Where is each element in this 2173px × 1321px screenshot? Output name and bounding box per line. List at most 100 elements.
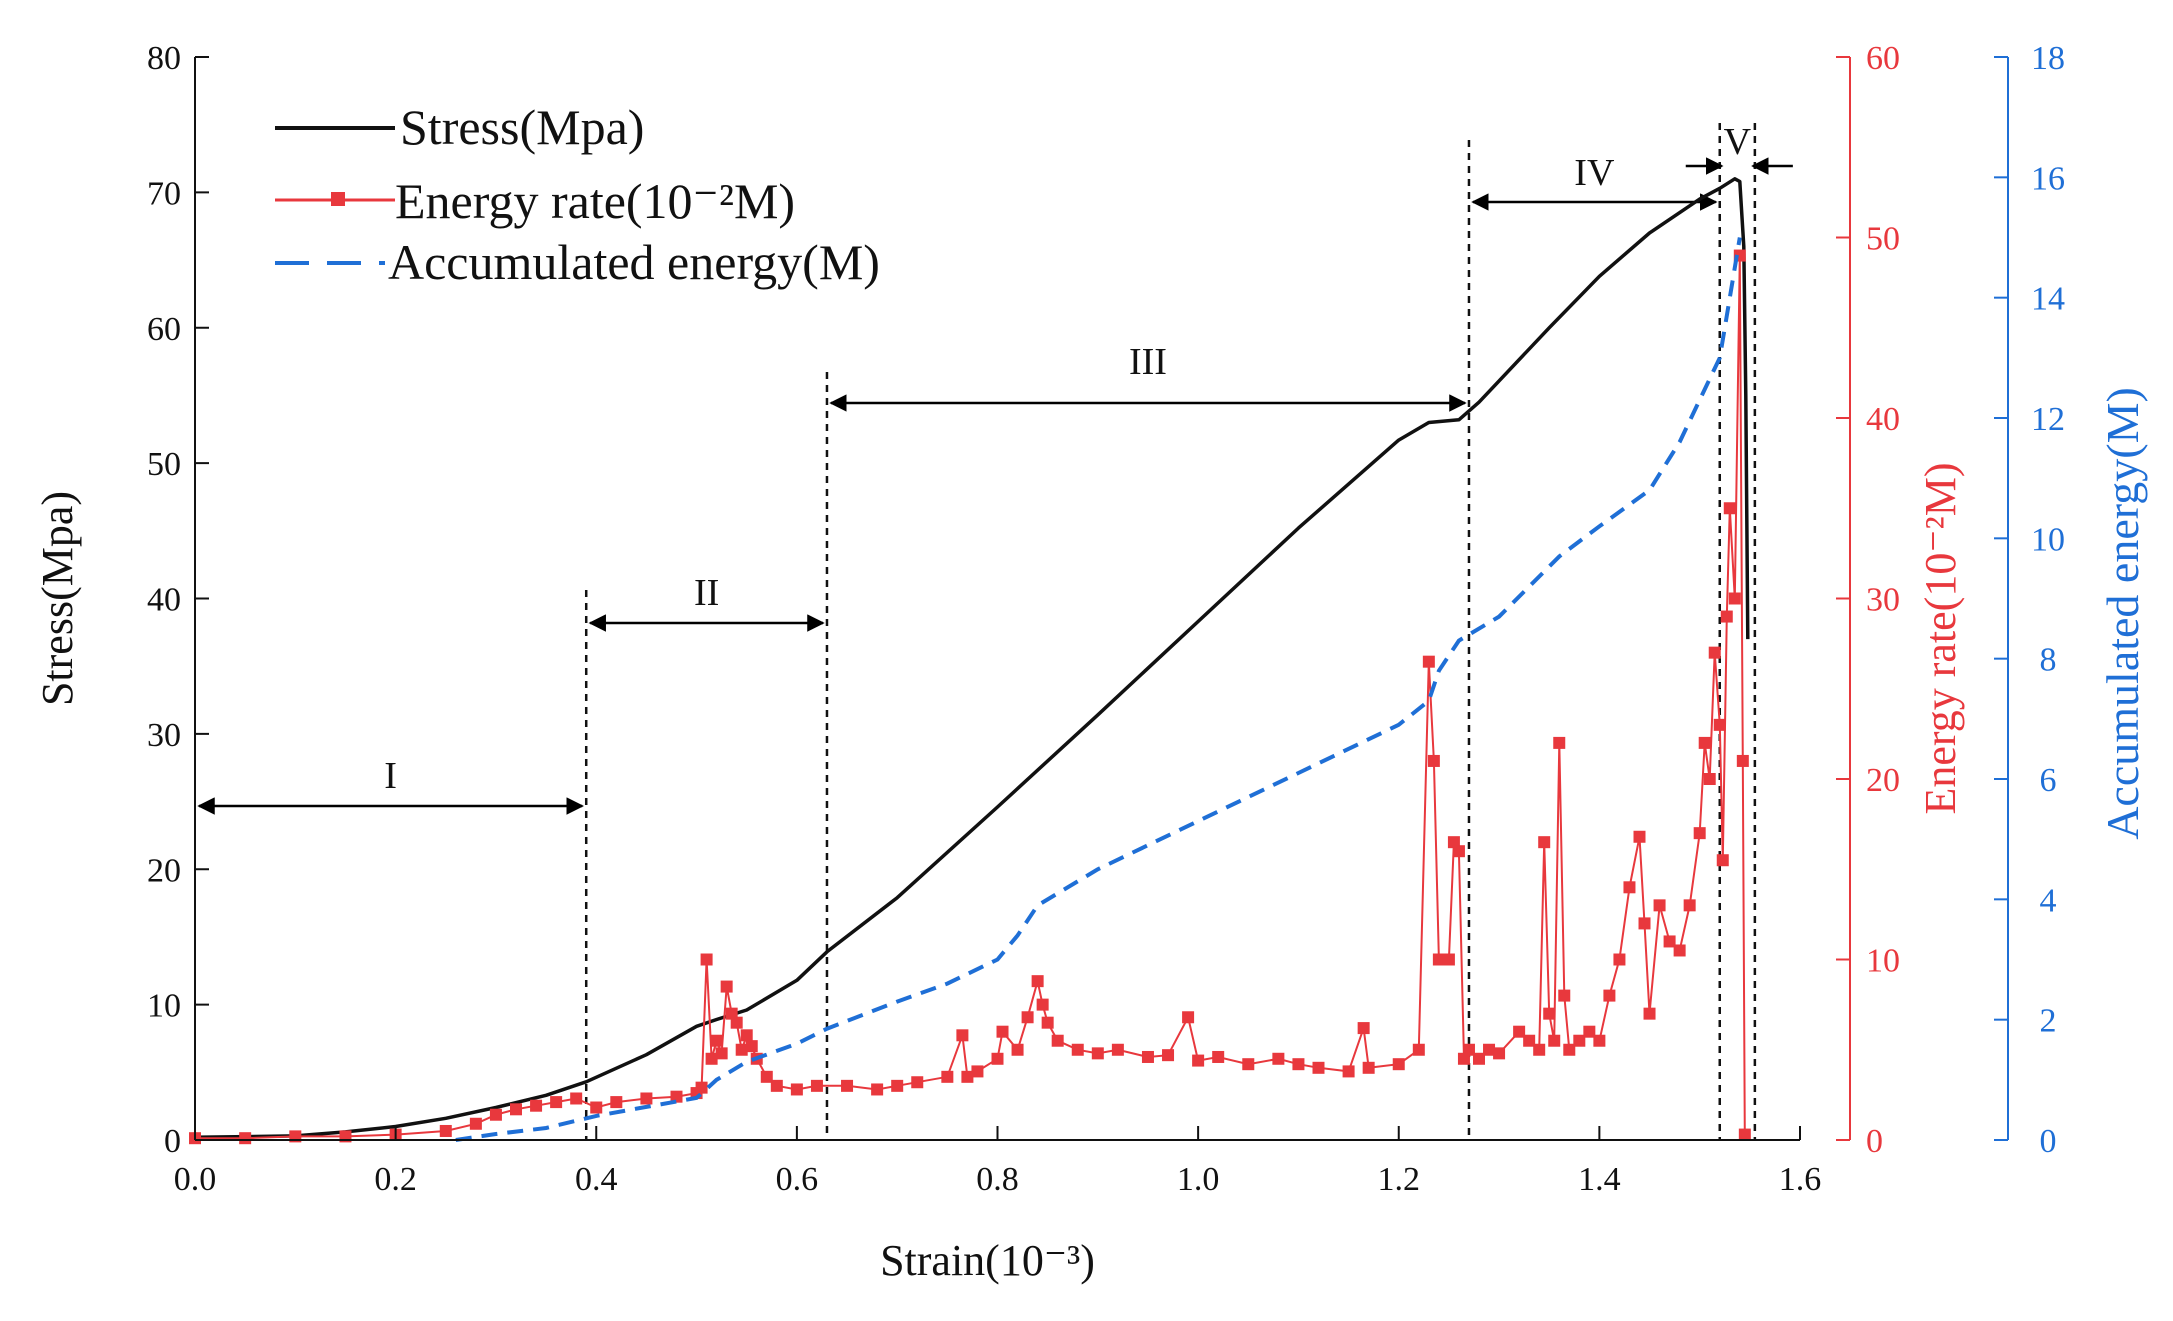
energy-rate-point bbox=[1533, 1043, 1546, 1056]
energy-rate-point bbox=[961, 1070, 974, 1083]
energy-rate-point bbox=[1623, 881, 1636, 894]
stress-axis-title: Stress(Mpa) bbox=[33, 491, 82, 706]
energy-rate-point bbox=[1483, 1043, 1496, 1056]
energy-rate-point bbox=[1728, 592, 1741, 605]
legend-stress-label: Stress(Mpa) bbox=[400, 99, 644, 155]
energy-rate-point bbox=[1242, 1058, 1255, 1071]
energy-rate-point bbox=[1723, 502, 1736, 515]
energy-rate-point bbox=[1447, 836, 1460, 849]
energy-rate-point bbox=[1643, 1007, 1656, 1020]
energy-rate-point bbox=[1538, 836, 1551, 849]
energy-rate-point bbox=[841, 1079, 854, 1092]
energy-rate-point bbox=[1272, 1052, 1285, 1065]
energy-rate-point bbox=[1693, 827, 1706, 840]
energy-rate-point bbox=[1473, 1052, 1485, 1065]
accumulated-tick-label: 14 bbox=[2031, 281, 2065, 318]
energy-rate-point bbox=[700, 953, 713, 966]
energy-rate-point bbox=[1513, 1025, 1526, 1038]
energy-rate-point bbox=[590, 1101, 603, 1114]
energy-rate-point bbox=[725, 1007, 738, 1020]
accumulated-tick-label: 12 bbox=[2031, 401, 2065, 438]
strain-tick-label: 0.2 bbox=[374, 1161, 417, 1198]
stress-tick-label: 70 bbox=[147, 175, 181, 212]
energy-rate-point bbox=[1051, 1034, 1064, 1047]
energy-rate-point bbox=[1182, 1011, 1195, 1024]
energy-rate-point bbox=[1583, 1025, 1596, 1038]
energy-rate-point bbox=[735, 1043, 748, 1056]
strain-axis-title: Strain(10⁻³) bbox=[880, 1236, 1095, 1285]
energy-rate-point bbox=[1716, 854, 1729, 867]
energy-rate-point bbox=[996, 1025, 1009, 1038]
accumulated-tick-label: 16 bbox=[2031, 160, 2065, 197]
stress-tick-label: 10 bbox=[147, 988, 181, 1025]
energy-rate-tick-label: 40 bbox=[1866, 401, 1900, 438]
stress-line bbox=[194, 177, 1750, 1140]
energy-rate-point bbox=[1603, 989, 1616, 1002]
stage-label: IV bbox=[1574, 152, 1615, 194]
energy-rate-point bbox=[1452, 845, 1465, 858]
energy-rate-point bbox=[715, 1047, 728, 1060]
stress-tick-label: 50 bbox=[147, 446, 181, 483]
accumulated-tick-label: 18 bbox=[2031, 40, 2065, 77]
energy-rate-point bbox=[1563, 1043, 1576, 1056]
energy-rate-tick-label: 20 bbox=[1866, 762, 1900, 799]
energy-rate-point bbox=[740, 1029, 753, 1042]
energy-rate-point bbox=[1071, 1043, 1084, 1056]
energy-rate-point bbox=[790, 1083, 803, 1096]
strain-tick-label: 1.4 bbox=[1578, 1161, 1621, 1198]
energy-rate-point bbox=[489, 1108, 502, 1121]
energy-rate-point bbox=[1192, 1054, 1205, 1067]
energy-rate-tick-label: 10 bbox=[1866, 943, 1900, 980]
energy-rate-axis-title: Energy rate(10⁻²M) bbox=[1916, 462, 1965, 814]
energy-rate-point bbox=[610, 1096, 623, 1109]
accumulated-energy-line bbox=[455, 237, 1742, 1142]
energy-rate-point bbox=[530, 1099, 543, 1112]
energy-rate-point bbox=[1312, 1061, 1325, 1074]
energy-rate-point bbox=[1613, 953, 1626, 966]
energy-rate-point bbox=[1457, 1052, 1470, 1065]
energy-rate-point bbox=[770, 1079, 783, 1092]
energy-rate-point bbox=[1633, 830, 1646, 843]
energy-rate-point bbox=[1036, 998, 1049, 1011]
energy-rate-point bbox=[1412, 1043, 1425, 1056]
energy-rate-point bbox=[1111, 1043, 1124, 1056]
energy-rate-point bbox=[1720, 610, 1733, 623]
energy-rate-point bbox=[469, 1117, 482, 1130]
energy-rate-point bbox=[941, 1070, 954, 1083]
stress-tick-label: 60 bbox=[147, 311, 181, 348]
energy-rate-point bbox=[1733, 249, 1746, 262]
energy-rate-point bbox=[1738, 1128, 1751, 1141]
strain-tick-label: 1.6 bbox=[1779, 1161, 1822, 1198]
energy-rate-point bbox=[1021, 1011, 1034, 1024]
energy-rate-point bbox=[695, 1081, 708, 1094]
energy-rate-point bbox=[1162, 1049, 1175, 1062]
energy-rate-line bbox=[195, 255, 1746, 1140]
energy-rate-point bbox=[1543, 1007, 1556, 1020]
legend: Stress(Mpa) Energy rate(10⁻²M)Accumulated… bbox=[275, 99, 880, 290]
energy-rate-point bbox=[550, 1096, 563, 1109]
energy-rate-tick-label: 0 bbox=[1866, 1123, 1883, 1160]
energy-rate-point bbox=[1362, 1061, 1375, 1074]
energy-rate-point bbox=[710, 1034, 723, 1047]
energy-rate-point bbox=[956, 1029, 969, 1042]
energy-rate-point bbox=[1683, 899, 1696, 912]
energy-rate-point bbox=[1141, 1050, 1154, 1063]
energy-rate-point bbox=[810, 1079, 823, 1092]
stress-tick-label: 80 bbox=[147, 40, 181, 77]
energy-rate-point bbox=[1091, 1047, 1104, 1060]
series-layer bbox=[189, 177, 1751, 1145]
energy-rate-point bbox=[1703, 773, 1716, 785]
energy-rate-point bbox=[1673, 944, 1686, 957]
accumulated-tick-label: 0 bbox=[2040, 1123, 2057, 1160]
energy-rate-point bbox=[1548, 1034, 1561, 1047]
strain-tick-label: 0.0 bbox=[174, 1161, 217, 1198]
energy-rate-point bbox=[1342, 1065, 1355, 1078]
stress-tick-label: 30 bbox=[147, 717, 181, 754]
stage-label: V bbox=[1724, 121, 1752, 163]
accumulated-tick-label: 4 bbox=[2040, 882, 2057, 919]
energy-rate-point bbox=[911, 1076, 924, 1089]
energy-rate-point bbox=[1653, 899, 1666, 912]
accumulated-tick-label: 8 bbox=[2040, 642, 2057, 679]
